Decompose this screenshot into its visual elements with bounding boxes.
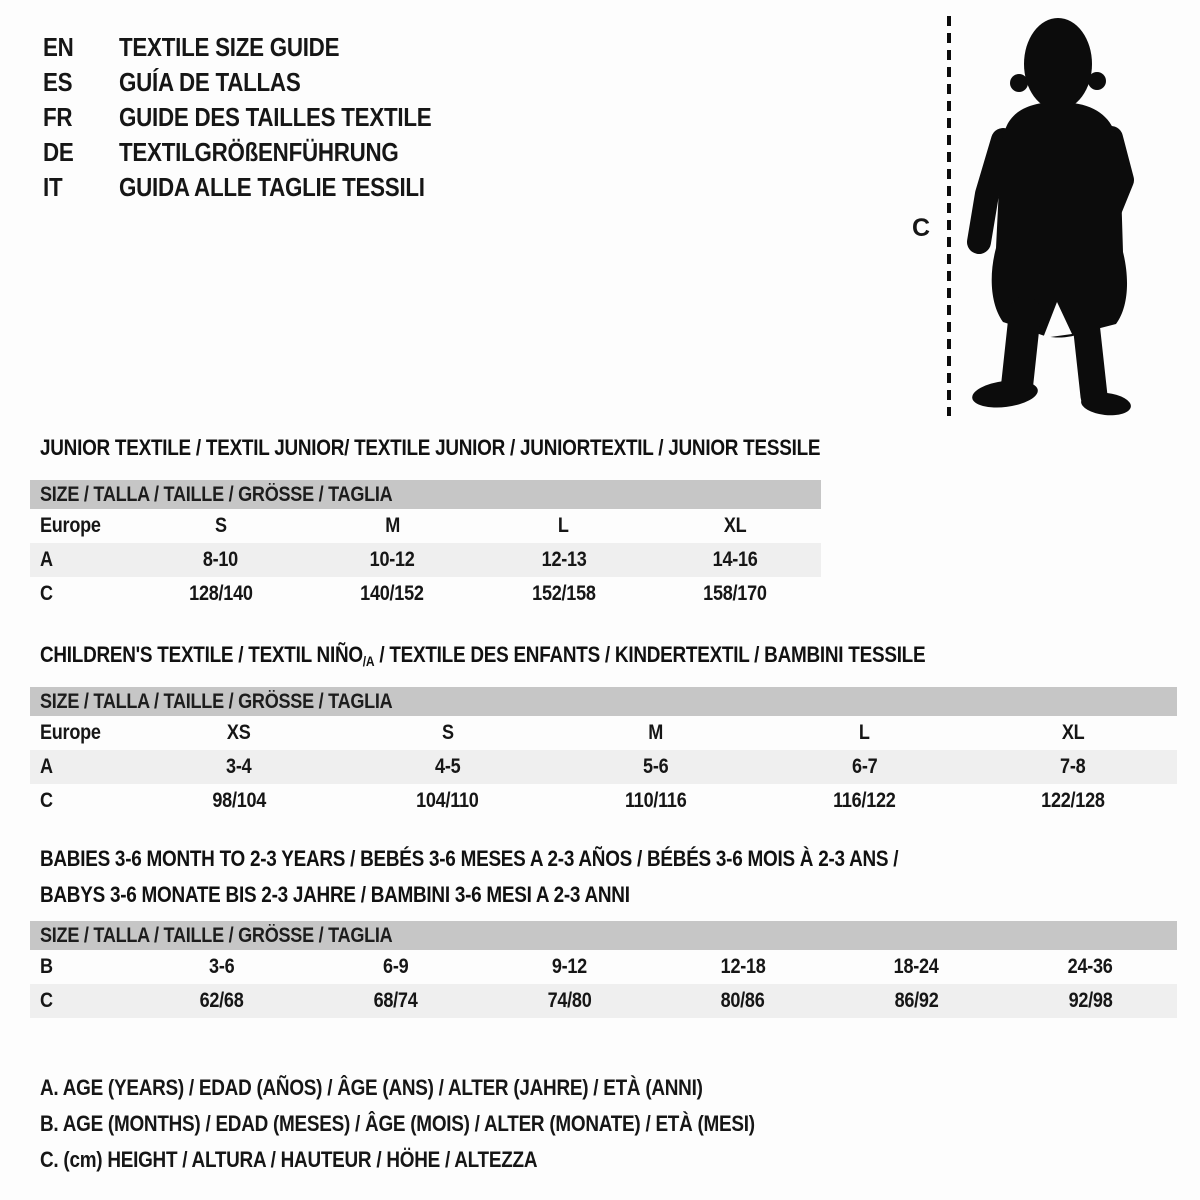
lang-row-es: ES GUÍA DE TALLAS [43,65,482,100]
row-label: A [40,755,53,778]
size-cell: M [648,721,664,744]
age-cell: 5-6 [643,755,669,778]
height-cell: 110/116 [625,789,687,812]
size-cell: L [859,721,870,744]
size-cell: XL [1061,721,1085,744]
months-cell: 3-6 [209,955,235,978]
row-label: C [40,789,53,812]
height-cell: 116/122 [833,789,896,812]
height-cell: 92/98 [1068,989,1113,1012]
size-header-bar: SIZE / TALLA / TAILLE / GRÖSSE / TAGLIA [30,687,1177,716]
height-cell: 152/158 [532,582,596,605]
table-row-height: C 128/140 140/152 152/158 158/170 [30,577,821,611]
toddler-silhouette-icon [967,18,1134,416]
age-cell: 12-13 [541,548,587,571]
table-row-height: C 62/68 68/74 74/80 80/86 86/92 92/98 [30,984,1177,1018]
junior-section-title: JUNIOR TEXTILE / TEXTIL JUNIOR/ TEXTILE … [40,435,821,460]
height-cell: 158/170 [703,582,768,605]
height-cell: 68/74 [373,989,418,1012]
babies-section-title-line1: BABIES 3-6 MONTH TO 2-3 YEARS / BEBÉS 3-… [40,846,899,871]
size-header-bar: SIZE / TALLA / TAILLE / GRÖSSE / TAGLIA [30,480,821,509]
lang-row-en: EN TEXTILE SIZE GUIDE [43,30,482,65]
size-header-bar: SIZE / TALLA / TAILLE / GRÖSSE / TAGLIA [30,921,1177,950]
size-cell: XS [227,721,251,744]
legend-age-months: B. AGE (MONTHS) / EDAD (MESES) / ÂGE (MO… [40,1111,755,1136]
babies-size-table: SIZE / TALLA / TAILLE / GRÖSSE / TAGLIA … [30,921,1177,1018]
lang-code: DE [43,137,74,167]
size-cell: L [558,514,570,537]
lang-code: ES [43,67,73,97]
months-cell: 24-36 [1067,955,1113,978]
height-cell: 74/80 [547,989,592,1012]
nino-a-subscript: /A [362,653,375,669]
row-label: B [40,955,53,978]
row-label: Europe [40,514,101,537]
guide-title-es: GUÍA DE TALLAS [119,67,301,97]
row-label: C [40,989,53,1012]
size-cell: S [441,721,454,744]
measure-legend: A. AGE (YEARS) / EDAD (AÑOS) / ÂGE (ANS)… [40,1070,871,1178]
age-cell: 4-5 [434,755,461,778]
table-row-age: A 3-4 4-5 5-6 6-7 7-8 [30,750,1177,784]
lang-row-it: IT GUIDA ALLE TAGLIE TESSILI [43,170,482,205]
height-cell: 80/86 [720,989,765,1012]
height-cell: 104/110 [416,789,479,812]
guide-title-de: TEXTILGRÖßENFÜHRUNG [119,137,399,167]
age-cell: 7-8 [1060,755,1086,778]
months-cell: 18-24 [894,955,939,978]
table-row-age: A 8-10 10-12 12-13 14-16 [30,543,821,577]
lang-code: EN [43,32,74,62]
children-section-title: CHILDREN'S TEXTILE / TEXTIL NIÑO/A / TEX… [40,642,926,669]
months-cell: 12-18 [720,955,766,978]
guide-title-en: TEXTILE SIZE GUIDE [119,32,340,62]
children-size-table: SIZE / TALLA / TAILLE / GRÖSSE / TAGLIA … [30,687,1177,818]
row-label: C [40,582,53,605]
lang-row-fr: FR GUIDE DES TAILLES TEXTILE [43,100,482,135]
age-cell: 6-7 [851,755,878,778]
height-cell: 122/128 [1041,789,1105,812]
language-header: EN TEXTILE SIZE GUIDE ES GUÍA DE TALLAS FR… [43,30,482,205]
size-cell: S [214,514,227,537]
babies-section-title-line2: BABYS 3-6 MONATE BIS 2-3 JAHRE / BAMBINI… [40,882,630,907]
row-label: Europe [40,721,101,744]
table-row-europe: Europe XS S M L XL [30,716,1177,750]
height-cell: 98/104 [212,789,267,812]
height-measure-label: C [912,214,931,242]
height-cell: 140/152 [360,582,425,605]
table-row-months: B 3-6 6-9 9-12 12-18 18-24 24-36 [30,950,1177,984]
age-cell: 3-4 [226,755,253,778]
lang-row-de: DE TEXTILGRÖßENFÜHRUNG [43,135,482,170]
height-cell: 128/140 [189,582,253,605]
height-cell: 86/92 [894,989,939,1012]
age-cell: 14-16 [712,548,758,571]
age-cell: 8-10 [203,548,239,571]
size-cell: XL [723,514,747,537]
guide-title-it: GUIDA ALLE TAGLIE TESSILI [119,172,425,202]
legend-age-years: A. AGE (YEARS) / EDAD (AÑOS) / ÂGE (ANS)… [40,1075,703,1100]
legend-height-cm: C. (cm) HEIGHT / ALTURA / HAUTEUR / HÖHE… [40,1147,538,1172]
months-cell: 6-9 [382,955,409,978]
lang-code: IT [43,172,63,202]
months-cell: 9-12 [551,955,587,978]
height-cell: 62/68 [199,989,244,1012]
table-row-height: C 98/104 104/110 110/116 116/122 122/128 [30,784,1177,818]
height-measure-line [947,16,951,416]
age-cell: 10-12 [369,548,415,571]
row-label: A [40,548,53,571]
size-cell: M [384,514,400,537]
lang-code: FR [43,102,73,132]
guide-title-fr: GUIDE DES TAILLES TEXTILE [119,102,432,132]
junior-size-table: SIZE / TALLA / TAILLE / GRÖSSE / TAGLIA … [30,480,821,611]
table-row-europe: Europe S M L XL [30,509,821,543]
